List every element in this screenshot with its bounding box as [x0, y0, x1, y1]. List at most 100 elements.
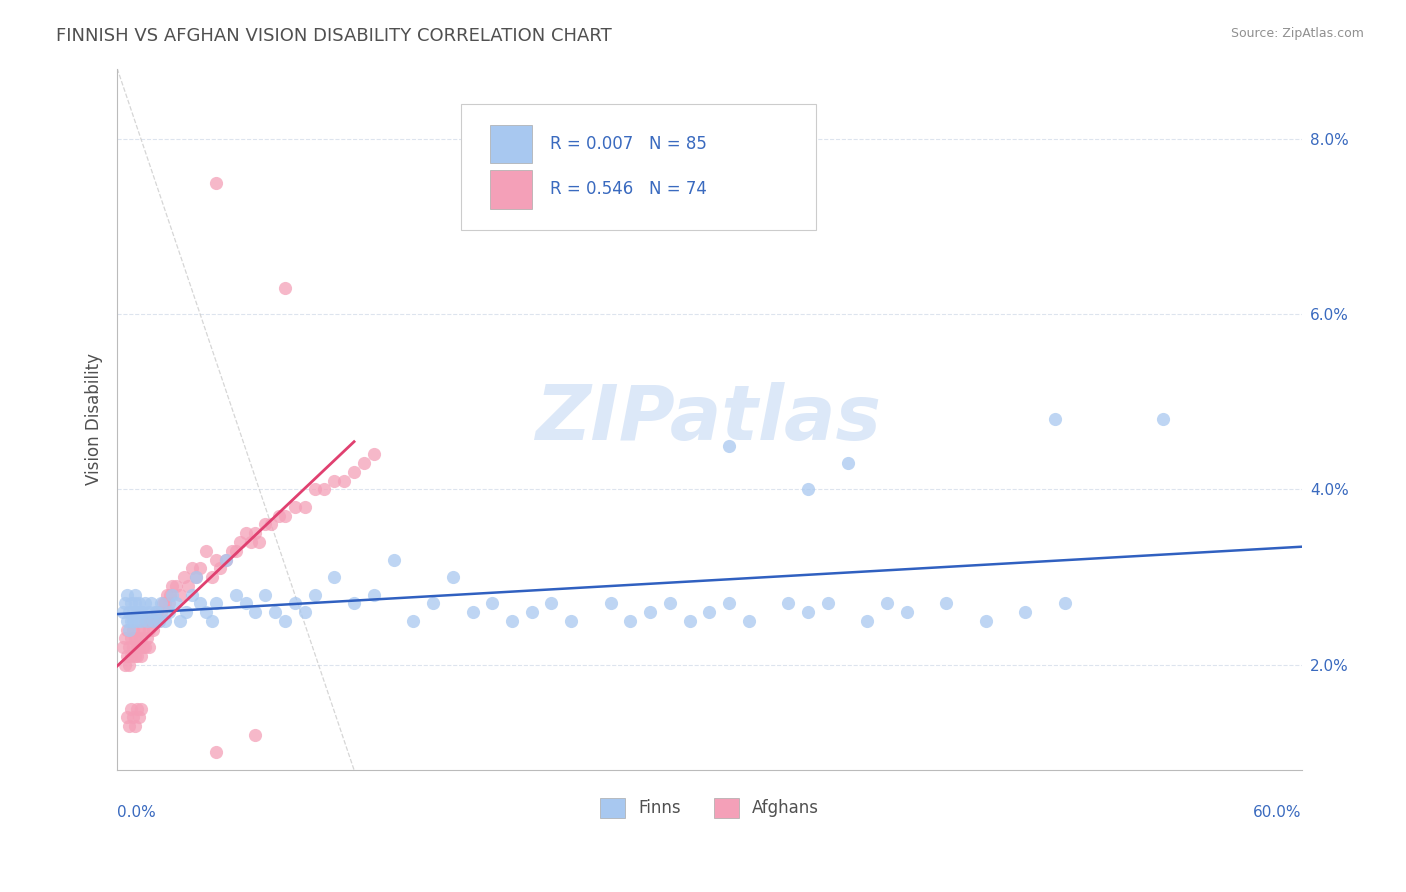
Point [115, 648, 138, 663]
Point [208, 561, 231, 575]
Point [205, 552, 228, 566]
Point [481, 596, 503, 610]
Text: Source: ZipAtlas.com: Source: ZipAtlas.com [1230, 27, 1364, 40]
Point [128, 596, 150, 610]
FancyBboxPatch shape [491, 125, 531, 163]
Text: 60.0%: 60.0% [1253, 805, 1302, 820]
Point [115, 614, 138, 628]
Point [240, 535, 263, 549]
Point [363, 588, 385, 602]
Point [837, 456, 859, 470]
Point [122, 640, 145, 655]
Point [125, 648, 148, 663]
Point [135, 614, 157, 628]
Point [205, 596, 228, 610]
Point [128, 640, 150, 655]
Text: R = 0.007   N = 85: R = 0.007 N = 85 [550, 135, 706, 153]
Point [221, 543, 243, 558]
Point [138, 640, 160, 655]
Point [149, 605, 172, 619]
Point [323, 474, 346, 488]
Point [254, 588, 277, 602]
Point [115, 588, 138, 602]
Point [124, 596, 146, 610]
Point [181, 588, 204, 602]
Point [118, 605, 141, 619]
Point [122, 623, 145, 637]
Point [155, 588, 177, 602]
Point [353, 456, 375, 470]
Point [1152, 412, 1174, 426]
Legend: Finns, Afghans: Finns, Afghans [593, 791, 825, 825]
Point [135, 614, 157, 628]
Point [125, 605, 148, 619]
Point [235, 526, 257, 541]
Point [165, 596, 187, 610]
Point [157, 605, 180, 619]
Point [738, 614, 761, 628]
Point [120, 632, 142, 646]
Point [520, 605, 543, 619]
Point [245, 728, 267, 742]
Point [1043, 412, 1066, 426]
Point [122, 710, 145, 724]
Point [145, 605, 167, 619]
Point [132, 623, 155, 637]
Point [118, 623, 141, 637]
Point [152, 596, 174, 610]
Point [935, 596, 957, 610]
Point [143, 605, 166, 619]
Point [718, 439, 741, 453]
Point [139, 596, 162, 610]
Point [153, 596, 176, 610]
Point [118, 640, 141, 655]
Point [363, 447, 385, 461]
Point [125, 640, 148, 655]
Point [422, 596, 444, 610]
Point [201, 570, 224, 584]
Point [143, 614, 166, 628]
Point [284, 500, 307, 514]
Point [274, 281, 297, 295]
Point [599, 596, 621, 610]
Point [120, 648, 142, 663]
Point [974, 614, 997, 628]
Point [112, 640, 135, 655]
Point [896, 605, 918, 619]
Point [149, 596, 172, 610]
Point [382, 552, 405, 566]
Point [195, 543, 218, 558]
Point [124, 648, 146, 663]
Point [201, 614, 224, 628]
Point [134, 596, 156, 610]
Point [174, 605, 197, 619]
Point [188, 596, 211, 610]
Point [135, 632, 157, 646]
Point [125, 614, 148, 628]
Point [128, 623, 150, 637]
Point [129, 614, 152, 628]
Point [294, 605, 316, 619]
Point [114, 657, 136, 672]
Point [148, 614, 170, 628]
Point [501, 614, 523, 628]
Point [173, 570, 195, 584]
Y-axis label: Vision Disability: Vision Disability [86, 353, 103, 485]
Point [284, 596, 307, 610]
Point [314, 483, 336, 497]
Point [245, 605, 267, 619]
Point [169, 588, 191, 602]
Point [153, 614, 176, 628]
FancyBboxPatch shape [491, 170, 531, 209]
Point [134, 614, 156, 628]
Point [115, 623, 138, 637]
Point [215, 552, 238, 566]
Point [159, 588, 181, 602]
Point [797, 483, 820, 497]
Point [129, 605, 152, 619]
Point [560, 614, 582, 628]
Point [124, 588, 146, 602]
Point [186, 570, 208, 584]
FancyBboxPatch shape [461, 103, 815, 230]
Point [145, 605, 167, 619]
